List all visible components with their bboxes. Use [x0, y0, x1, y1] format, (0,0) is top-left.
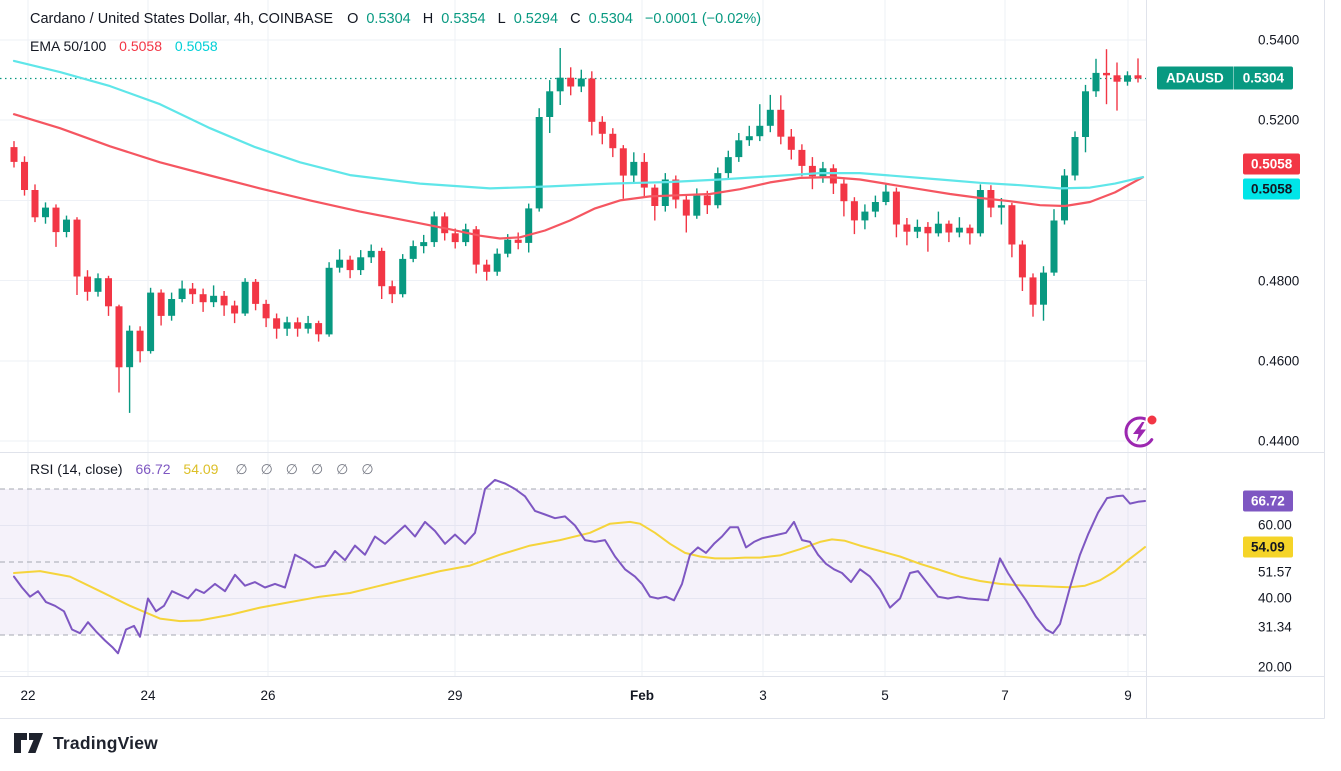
empty-plot-icon: ∅: [260, 461, 273, 477]
empty-plot-icon: ∅: [336, 461, 349, 477]
badge-symbol-name: ADAUSD: [1157, 66, 1234, 90]
high-label: H: [422, 11, 434, 27]
open-value: 0.5304: [366, 11, 411, 27]
rsi-legend-label: RSI (14, close): [30, 461, 123, 477]
ema50-badge: 0.5058: [1243, 153, 1301, 175]
rsi-legend-value: 66.72: [135, 461, 171, 477]
time-tick-label: 3: [759, 688, 767, 703]
rsi-legend[interactable]: RSI (14, close) 66.72 54.09 ∅ ∅ ∅ ∅ ∅ ∅: [30, 461, 374, 478]
low-value: 0.5294: [513, 11, 559, 27]
empty-plot-icon: ∅: [285, 461, 298, 477]
ema-legend-label: EMA 50/100: [30, 38, 107, 54]
chart-header: Cardano / United States Dollar, 4h, COIN…: [30, 11, 761, 27]
symbol-title[interactable]: Cardano / United States Dollar, 4h, COIN…: [30, 11, 334, 27]
time-tick-label: 22: [20, 688, 36, 703]
rsi-value-badge: 66.72: [1243, 490, 1293, 512]
time-tick-label: 5: [881, 688, 889, 703]
price-tick-label: 0.5400: [1258, 32, 1300, 48]
time-tick-label: Feb: [629, 688, 655, 703]
empty-plot-icon: ∅: [310, 461, 324, 477]
change-value: −0.0001 (−0.02%): [644, 11, 762, 27]
tradingview-logo-text: TradingView: [53, 733, 158, 753]
low-label: L: [497, 11, 506, 27]
ema100-legend-value: 0.5058: [174, 38, 218, 54]
empty-plot-icon: ∅: [361, 461, 374, 477]
rsi-tick-label: 20.00: [1258, 659, 1292, 675]
flash-events-icon[interactable]: [1121, 411, 1161, 451]
high-value: 0.5354: [441, 11, 486, 27]
time-tick-label: 26: [260, 688, 276, 703]
rsi-ma-value-badge: 54.09: [1243, 536, 1293, 558]
time-tick-label: 9: [1124, 688, 1132, 703]
time-tick-label: 24: [140, 688, 156, 703]
tradingview-logo[interactable]: TradingView: [14, 733, 158, 754]
tradingview-logo-icon: [14, 733, 43, 753]
price-tick-label: 0.4600: [1258, 353, 1300, 369]
last-price-badge: ADAUSD 0.5304: [1157, 66, 1294, 90]
time-tick-label: 7: [1001, 688, 1009, 703]
price-tick-label: 0.4800: [1258, 273, 1300, 289]
price-tick-label: 0.5200: [1258, 112, 1300, 128]
open-label: O: [347, 11, 359, 27]
rsi-tick-label: 31.34: [1258, 619, 1292, 635]
rsi-tick-label: 51.57: [1258, 564, 1292, 580]
rsi-empty-plots: ∅ ∅ ∅ ∅ ∅ ∅: [222, 461, 373, 477]
rsi-ma-legend-value: 54.09: [183, 461, 219, 477]
close-label: C: [570, 11, 581, 27]
badge-symbol-price: 0.5304: [1233, 66, 1294, 90]
rsi-tick-label: 40.00: [1258, 590, 1292, 606]
close-value: 0.5304: [588, 11, 633, 27]
rsi-tick-label: 60.00: [1258, 517, 1292, 533]
time-tick-label: 29: [447, 688, 463, 703]
ema-legend[interactable]: EMA 50/100 0.5058 0.5058: [30, 38, 218, 54]
empty-plot-icon: ∅: [235, 461, 248, 477]
price-tick-label: 0.4400: [1258, 433, 1300, 449]
ema100-badge: 0.5058: [1243, 178, 1301, 200]
ema50-legend-value: 0.5058: [119, 38, 162, 54]
